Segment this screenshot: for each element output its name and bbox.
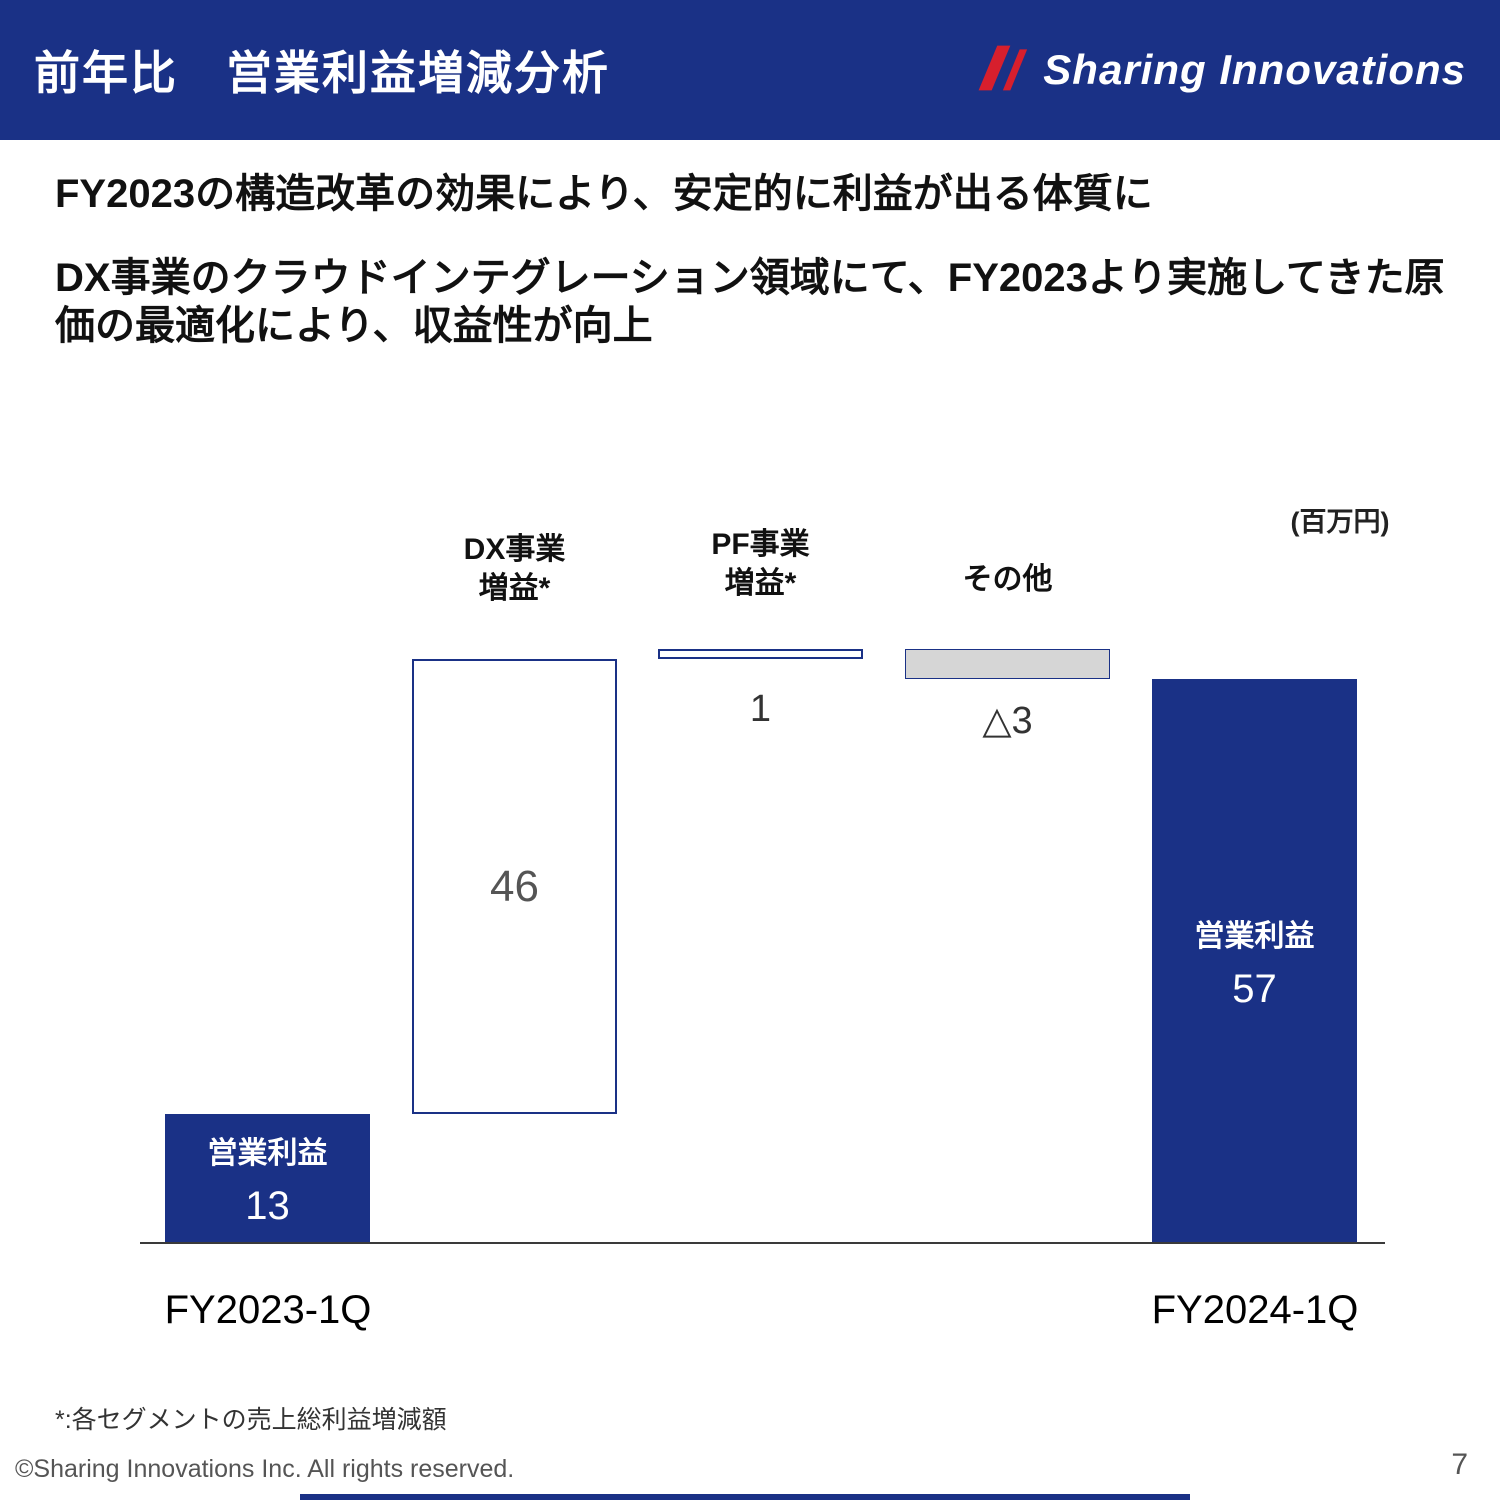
fy2023-bar-value: 13: [245, 1184, 290, 1228]
dx-bar-value: 46: [490, 861, 539, 911]
header-bar: 前年比 営業利益増減分析 Sharing Innovations: [0, 0, 1500, 140]
footnote: *:各セグメントの売上総利益増減額: [55, 1406, 447, 1434]
dx-bar-label-line2: 増益*: [478, 572, 551, 605]
dx-bar-label-line1: DX事業: [463, 533, 566, 566]
pf-bar-label-line1: PF事業: [711, 528, 810, 561]
x-axis-line: [140, 1242, 1385, 1244]
copyright: ©Sharing Innovations Inc. All rights res…: [15, 1455, 515, 1483]
unit-label: (百万円): [1290, 507, 1390, 537]
pf-bar-value: 1: [749, 688, 772, 730]
bottom-edge-strip: [300, 1494, 1190, 1500]
bar-pf-segment-gain: [658, 649, 863, 659]
pf-bar-label: PF事業 増益*: [658, 525, 863, 603]
page-number: 7: [1451, 1448, 1468, 1481]
other-bar-label: その他: [962, 563, 1053, 596]
slide-title: 前年比 営業利益増減分析: [34, 47, 610, 99]
fy2024-bar-value: 57: [1232, 966, 1277, 1011]
dx-bar-label: DX事業 増益*: [412, 530, 617, 608]
axis-label-fy2024-1q: FY2024-1Q: [1151, 1288, 1359, 1332]
axis-label-fy2023-1q: FY2023-1Q: [164, 1288, 372, 1332]
bar-other-change: [905, 649, 1110, 679]
pf-bar-label-line2: 増益*: [724, 567, 797, 600]
lead-text: FY2023の構造改革の効果により、安定的に利益が出る体質に DX事業のクラウド…: [55, 170, 1475, 386]
fy2023-bar-inner-label: 営業利益: [207, 1137, 328, 1170]
logo-text: Sharing Innovations: [1043, 46, 1466, 93]
logo-slashes-icon: [973, 40, 1029, 101]
bar-fy2024-operating-profit: 営業利益 57: [1152, 679, 1357, 1243]
fy2024-bar-inner-label: 営業利益: [1194, 919, 1315, 953]
other-bar-value: △3: [982, 700, 1033, 742]
lead-line-1: FY2023の構造改革の効果により、安定的に利益が出る体質に: [55, 172, 1153, 216]
bar-fy2023-operating-profit: 営業利益 13: [165, 1114, 370, 1243]
bar-dx-segment-gain: 46: [412, 659, 617, 1114]
company-logo: Sharing Innovations: [973, 40, 1466, 101]
lead-line-2: DX事業のクラウドインテグレーション領域にて、FY2023より実施してきた原価の…: [55, 256, 1445, 348]
